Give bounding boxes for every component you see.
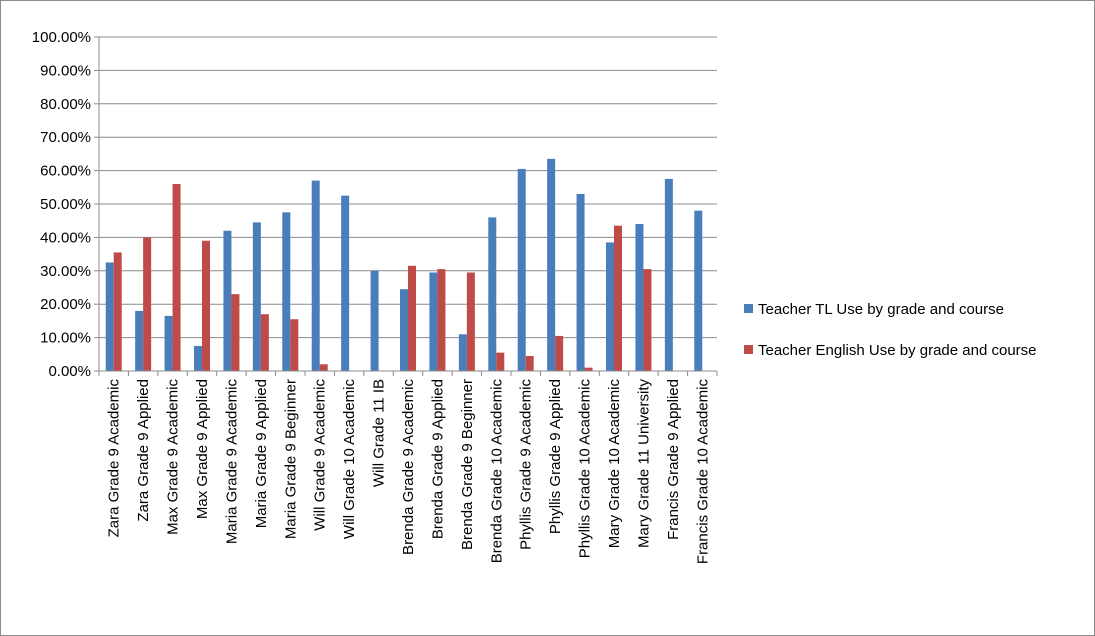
y-tick-label: 80.00% [40,96,91,113]
x-category-label: Francis Grade 9 Applied [665,379,682,540]
bar-tl-use [341,195,350,371]
x-axis-category-labels: Zara Grade 9 Academic Zara Grade 9 Applie… [106,379,712,565]
x-category-label: Maria Grade 9 Applied [253,379,270,528]
x-category-label: Brenda Grade 9 Academic [400,379,417,555]
bar-tl-use [135,310,144,371]
y-axis-tick-labels: 0.00% 10.00% 20.00% 30.00% 40.00% 50.00% 60.00… [32,29,91,380]
bar-english-use [260,314,269,371]
y-tick-label: 20.00% [40,296,91,313]
bar-tl-use [517,168,526,371]
legend-label: Teacher English Use by grade and course [758,342,1037,359]
bar-tl-use [458,334,467,371]
bar-english-use [319,364,328,371]
bar-tl-use [282,212,291,371]
bar-english-use [172,183,181,371]
bar-english-use [231,294,240,371]
bar-english-use [643,269,652,371]
bar-english-use [555,335,564,371]
x-category-label: Max Grade 9 Academic [165,379,182,535]
x-category-label: Brenda Grade 10 Academic [488,379,505,564]
bar-tl-use [576,193,585,371]
bar-english-use [584,367,593,371]
bar-tl-use [370,270,379,371]
legend-swatch [744,304,753,313]
y-tick-label: 50.00% [40,196,91,213]
y-tick-label: 0.00% [48,363,91,380]
x-category-label: Maria Grade 9 Beginner [282,379,299,539]
legend-label: Teacher TL Use by grade and course [758,301,1004,318]
x-category-label: Phyllis Grade 9 Academic [518,379,535,550]
x-category-label: Zara Grade 9 Applied [135,379,152,522]
x-category-label: Phyllis Grade 10 Academic [577,379,594,559]
x-category-label: Mary Grade 11 University [635,379,652,548]
bar-english-use [437,269,446,371]
bar-english-use [202,240,210,371]
bar-tl-use [194,345,202,371]
y-tick-label: 100.00% [32,29,91,46]
bar-english-use [525,355,534,371]
y-tick-label: 30.00% [40,263,91,280]
bar-tl-use [694,210,703,371]
bars [105,158,703,371]
bar-tl-use [105,262,114,371]
bar-english-use [290,319,299,371]
bar-english-use [113,252,122,371]
legend: Teacher TL Use by grade and course Teache… [744,301,1037,359]
bar-tl-use [311,180,320,371]
x-category-label: Maria Grade 9 Academic [223,379,240,545]
x-category-label: Max Grade 9 Applied [194,379,211,519]
bar-english-use [143,237,152,371]
legend-swatch [744,345,753,354]
x-category-label: Will Grade 10 Academic [341,379,358,540]
y-tick-label: 60.00% [40,163,91,180]
axes [98,37,718,376]
bar-tl-use [429,272,438,371]
bar-tl-use [664,178,673,371]
x-category-label: Will Grade 9 Academic [312,379,329,531]
bar-english-use [614,225,622,371]
bar-tl-use [400,289,408,371]
bar-tl-use [635,224,644,371]
x-category-label: Will Grade 11 IB [371,379,388,487]
x-category-label: Brenda Grade 9 Applied [429,379,446,539]
y-tick-label: 90.00% [40,62,91,79]
x-category-label: Phyllis Grade 9 Applied [547,379,564,534]
x-category-label: Mary Grade 10 Academic [606,379,623,549]
bar-tl-use [252,222,261,371]
x-category-label: Brenda Grade 9 Beginner [459,379,476,550]
y-tick-label: 40.00% [40,229,91,246]
bar-tl-use [488,217,497,371]
bar-english-use [496,352,505,371]
y-tick-label: 70.00% [40,129,91,146]
bar-tl-use [223,230,232,371]
bar-tl-use [164,315,173,371]
y-tick-label: 10.00% [40,330,91,347]
bar-tl-use [547,158,556,371]
bar-english-use [466,272,475,371]
bar-tl-use [606,242,614,371]
x-category-label: Zara Grade 9 Academic [106,379,123,538]
bar-english-use [408,265,416,371]
x-category-label: Francis Grade 10 Academic [694,379,711,565]
